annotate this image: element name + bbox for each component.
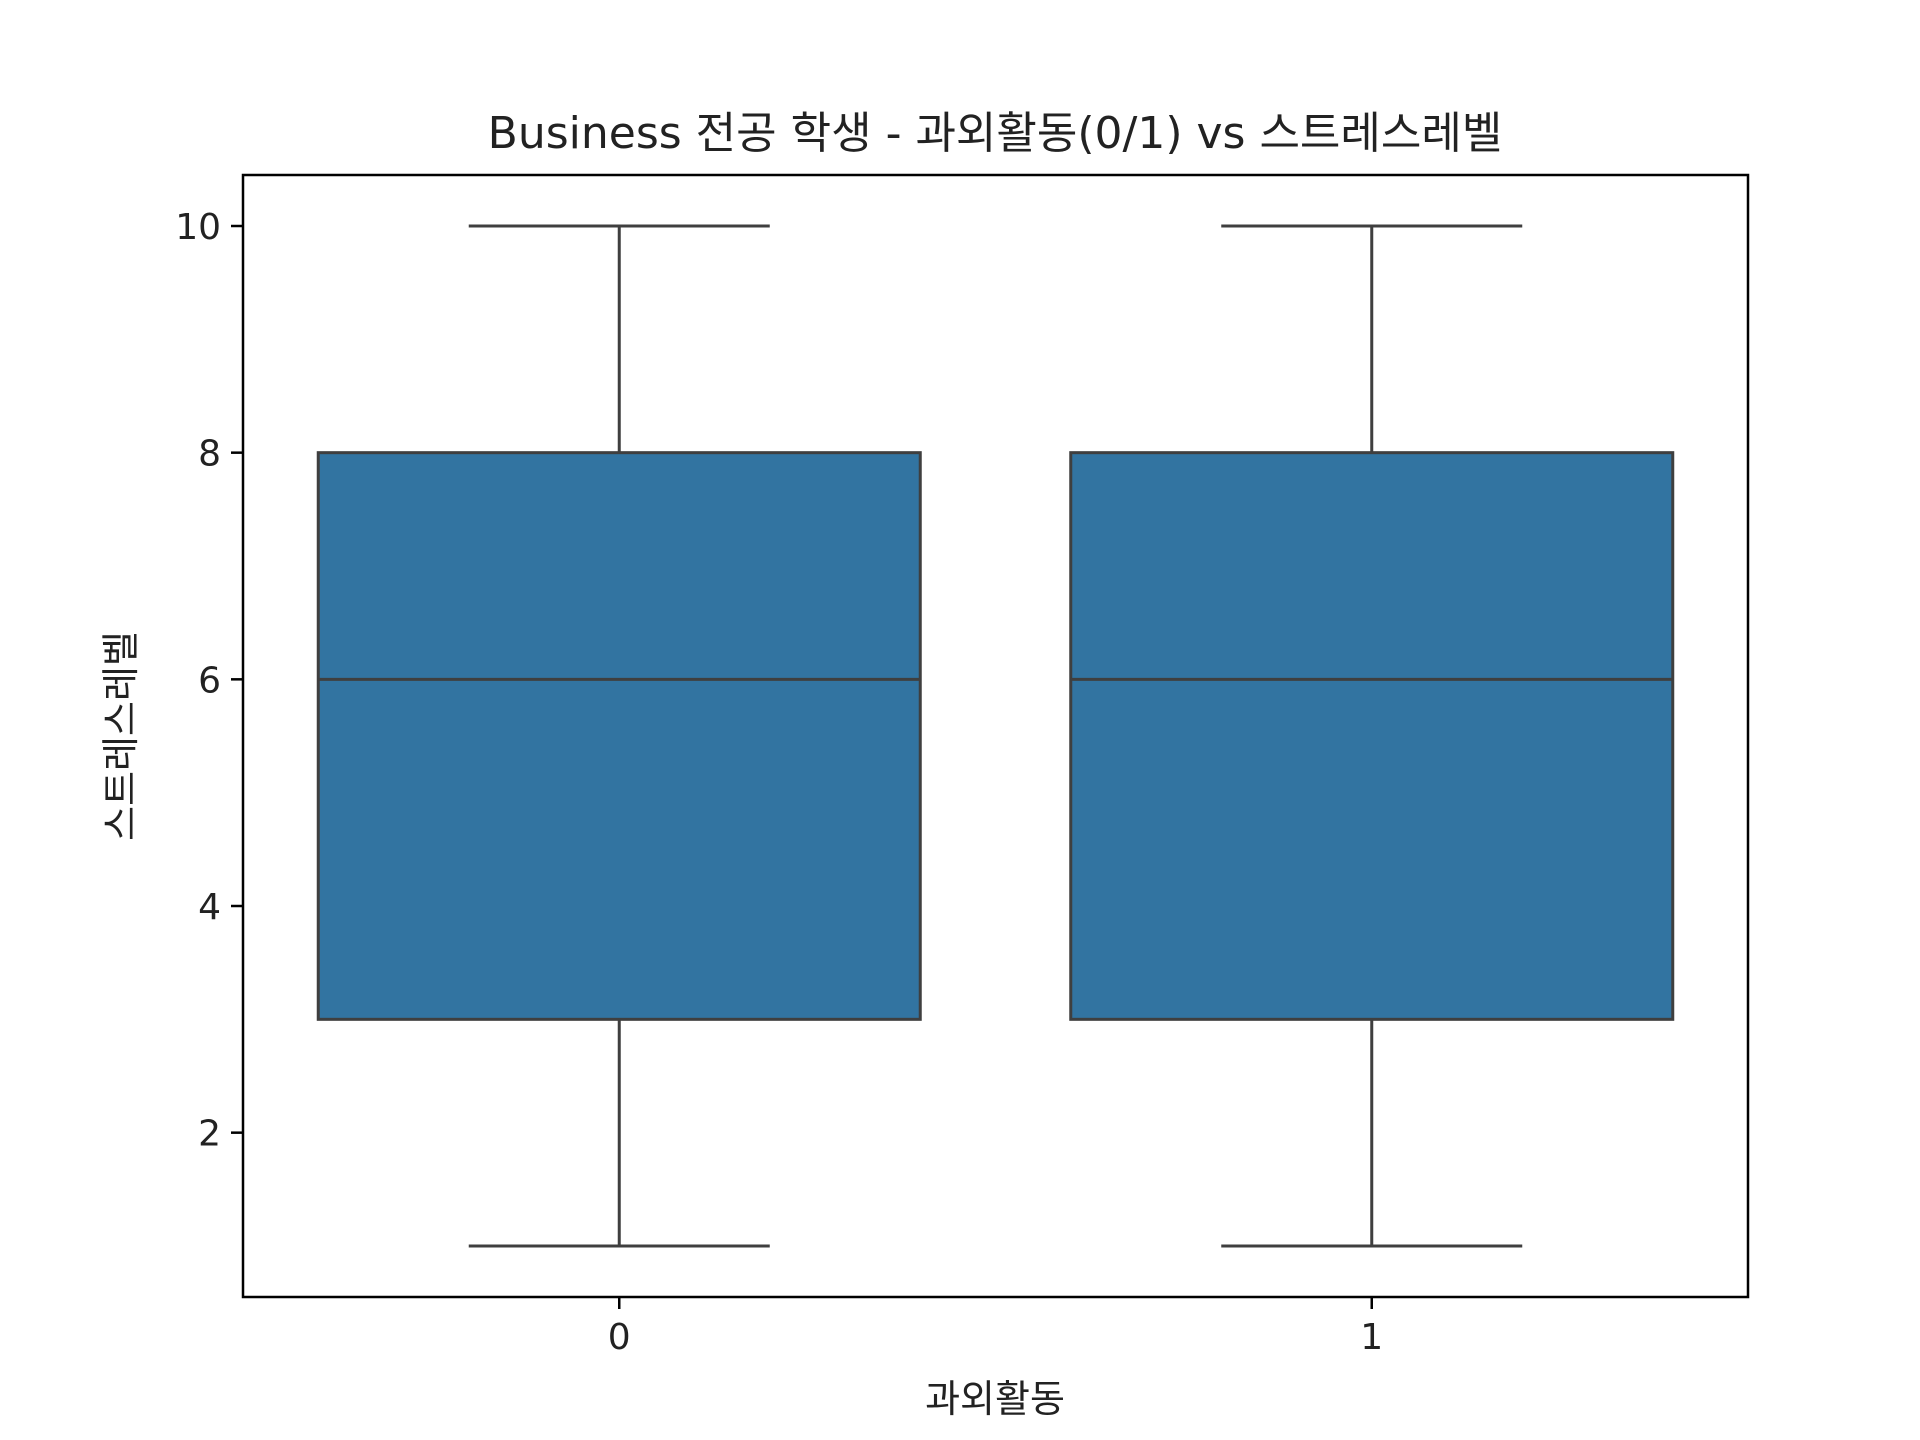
x-tick-label: 1 xyxy=(1360,1317,1383,1358)
x-tick-label: 0 xyxy=(608,1317,631,1358)
y-tick-label: 8 xyxy=(198,434,221,475)
y-tick-label: 6 xyxy=(198,660,221,701)
y-tick-label: 4 xyxy=(198,887,221,928)
y-axis: 2 4 6 8 10 xyxy=(175,207,243,1155)
plot-area xyxy=(316,224,1675,1248)
axes-frame xyxy=(241,173,1750,1299)
y-tick-label: 2 xyxy=(198,1114,221,1155)
chart-title: Business 전공 학생 - 과외활동(0/1) vs 스트레스레벨 xyxy=(488,108,1503,159)
box-group-0 xyxy=(316,224,922,1248)
y-tick-label: 10 xyxy=(175,207,221,248)
x-axis-label: 과외활동 xyxy=(925,1377,1065,1421)
box-group-1 xyxy=(1069,224,1675,1248)
box-iqr xyxy=(316,451,922,1021)
y-axis-label: 스트레스레벨 xyxy=(99,631,143,841)
box-iqr xyxy=(1069,451,1675,1021)
